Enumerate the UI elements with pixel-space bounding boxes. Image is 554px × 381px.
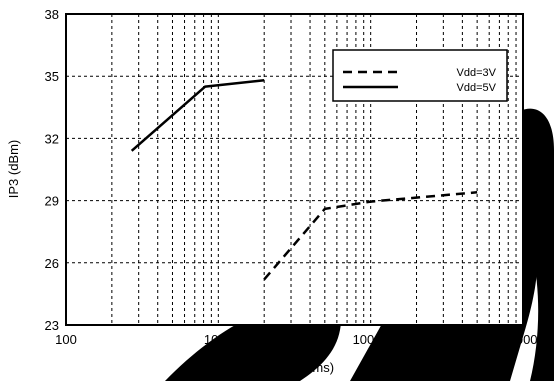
series-group: [130, 79, 478, 281]
y-tick-label: 23: [45, 318, 59, 333]
y-axis-title: IP3 (dBm): [6, 140, 21, 199]
legend-label-vdd5: Vdd=5V: [457, 82, 497, 94]
y-tick-label: 32: [45, 131, 59, 146]
x-tick-label: 1000: [204, 332, 233, 347]
legend-label-vdd3: Vdd=3V: [457, 67, 497, 79]
y-tick-label: 26: [45, 256, 59, 271]
x-tick-label: 10000: [353, 332, 389, 347]
series-line-vdd-3v: [263, 191, 478, 281]
plot-frame: [65, 13, 524, 326]
x-tick-labels: 100 1000 10000 100000: [55, 332, 552, 347]
y-tick-label: 38: [45, 7, 59, 22]
x-tick-label: 100000: [509, 332, 552, 347]
y-tick-label: 35: [45, 69, 59, 84]
legend-box: [332, 49, 508, 102]
x-tick-label: 100: [55, 332, 77, 347]
y-tick-labels: 23 26 29 32 35 38: [45, 7, 59, 333]
legend: Vdd=3V Vdd=5V: [332, 49, 508, 102]
y-tick-label: 29: [45, 194, 59, 209]
series-line-vdd-5v: [130, 79, 265, 152]
x-axis-title: Rbias (Ohms): [254, 360, 334, 375]
